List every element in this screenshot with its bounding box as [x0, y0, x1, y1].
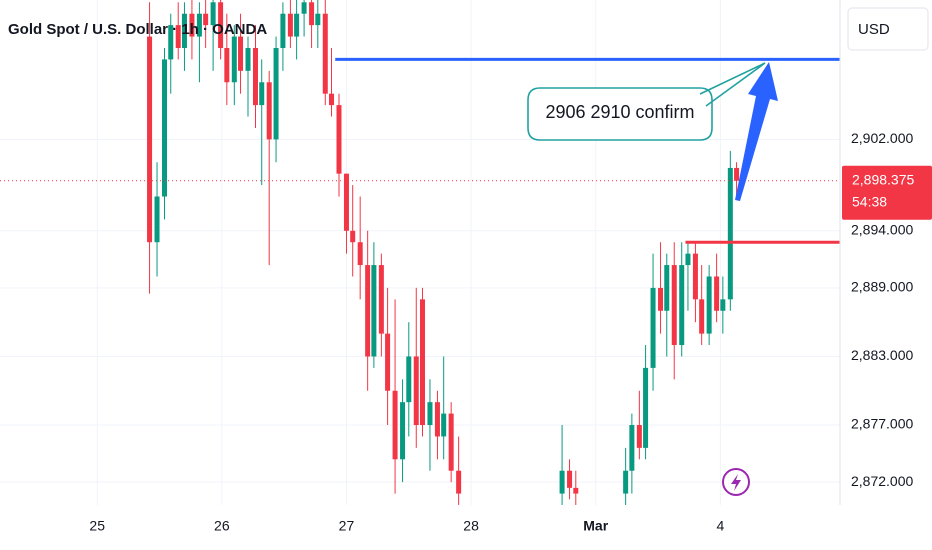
candle-body — [238, 36, 244, 71]
candle-body — [448, 413, 454, 471]
candle-body — [720, 299, 726, 311]
candle-body — [427, 402, 433, 426]
candle-body — [196, 13, 202, 37]
plot — [0, 0, 840, 505]
candle-body — [301, 2, 307, 14]
candle-body — [252, 47, 258, 106]
candle-body — [154, 196, 160, 243]
chart-title: Gold Spot / U.S. Dollar · 1h · OANDA — [8, 21, 267, 38]
price-label-box — [842, 165, 932, 220]
candle-body — [623, 470, 629, 494]
candle-body — [406, 356, 412, 403]
candle-body — [259, 82, 265, 106]
x-tick-label: 25 — [89, 518, 105, 534]
x-tick-label: 26 — [214, 518, 230, 534]
candle-body — [419, 299, 425, 426]
candle-body — [343, 173, 349, 231]
candle-body — [573, 487, 579, 494]
candle-body — [329, 93, 335, 106]
candle-body — [679, 265, 685, 346]
y-tick-label: 2,889.000 — [851, 279, 913, 295]
candle-body — [181, 13, 187, 48]
candle-body — [336, 105, 342, 174]
price-label: 2,898.375 — [852, 172, 914, 188]
alert-bolt — [731, 474, 741, 491]
candle-body — [266, 82, 272, 140]
candle-body — [567, 470, 573, 488]
candle-body — [385, 333, 391, 391]
candle-body — [692, 253, 698, 300]
x-tick-label: 27 — [339, 518, 355, 534]
candle-body — [714, 276, 720, 311]
candle-body — [210, 2, 216, 26]
candle-body — [280, 13, 286, 48]
candle-body — [456, 470, 462, 494]
candle-body — [309, 2, 315, 26]
candle-body — [350, 230, 356, 243]
x-tick-label: 4 — [716, 518, 724, 534]
y-tick-label: 2,877.000 — [851, 416, 913, 432]
candle-body — [273, 47, 279, 140]
candle-body — [378, 265, 384, 334]
y-tick-label: 2,894.000 — [851, 221, 913, 237]
candle-body — [168, 25, 174, 60]
candle-body — [629, 425, 635, 471]
candle-body — [650, 287, 656, 368]
currency-button[interactable] — [847, 7, 929, 51]
candle-body — [643, 367, 649, 448]
candle-body — [245, 47, 251, 71]
x-tick-label: 28 — [463, 518, 479, 534]
candle-body — [189, 13, 195, 37]
candle-body — [392, 390, 398, 460]
y-tick-label: 2,883.000 — [851, 347, 913, 363]
y-tick-label: 2,902.000 — [851, 130, 913, 146]
candle-body — [559, 470, 565, 494]
candle-body — [315, 13, 321, 26]
annotation-box — [527, 62, 766, 141]
candle-body — [727, 167, 733, 300]
candle-body — [658, 287, 664, 311]
candle-body — [441, 413, 447, 437]
candle-body — [671, 265, 677, 346]
candle-body — [734, 167, 740, 181]
candle-body — [203, 13, 209, 26]
candle-body — [400, 402, 406, 460]
candle-body — [664, 265, 670, 311]
candle-body — [434, 402, 440, 437]
candle-body — [357, 242, 363, 266]
candle-body — [685, 253, 691, 266]
countdown: 54:38 — [852, 194, 887, 210]
candle-body — [371, 265, 377, 357]
arrow — [735, 62, 778, 201]
candle-body — [147, 36, 153, 243]
candle-body — [287, 13, 293, 37]
candle-body — [294, 13, 300, 37]
candle-body — [231, 36, 237, 83]
candle-body — [162, 59, 168, 197]
y-tick-label: 2,872.000 — [851, 473, 913, 489]
annotation-text: 2906 2910 confirm — [545, 102, 694, 122]
candle-body — [699, 299, 705, 334]
candle-body — [218, 2, 224, 48]
candle-body — [706, 276, 712, 334]
candle-body — [175, 25, 181, 48]
x-tick-label: Mar — [583, 518, 608, 534]
candle-body — [224, 47, 230, 83]
candle-body — [636, 425, 642, 448]
candle-body — [322, 13, 328, 94]
currency: USD — [858, 21, 890, 38]
candle-body — [365, 265, 371, 357]
candle-body — [413, 356, 419, 426]
